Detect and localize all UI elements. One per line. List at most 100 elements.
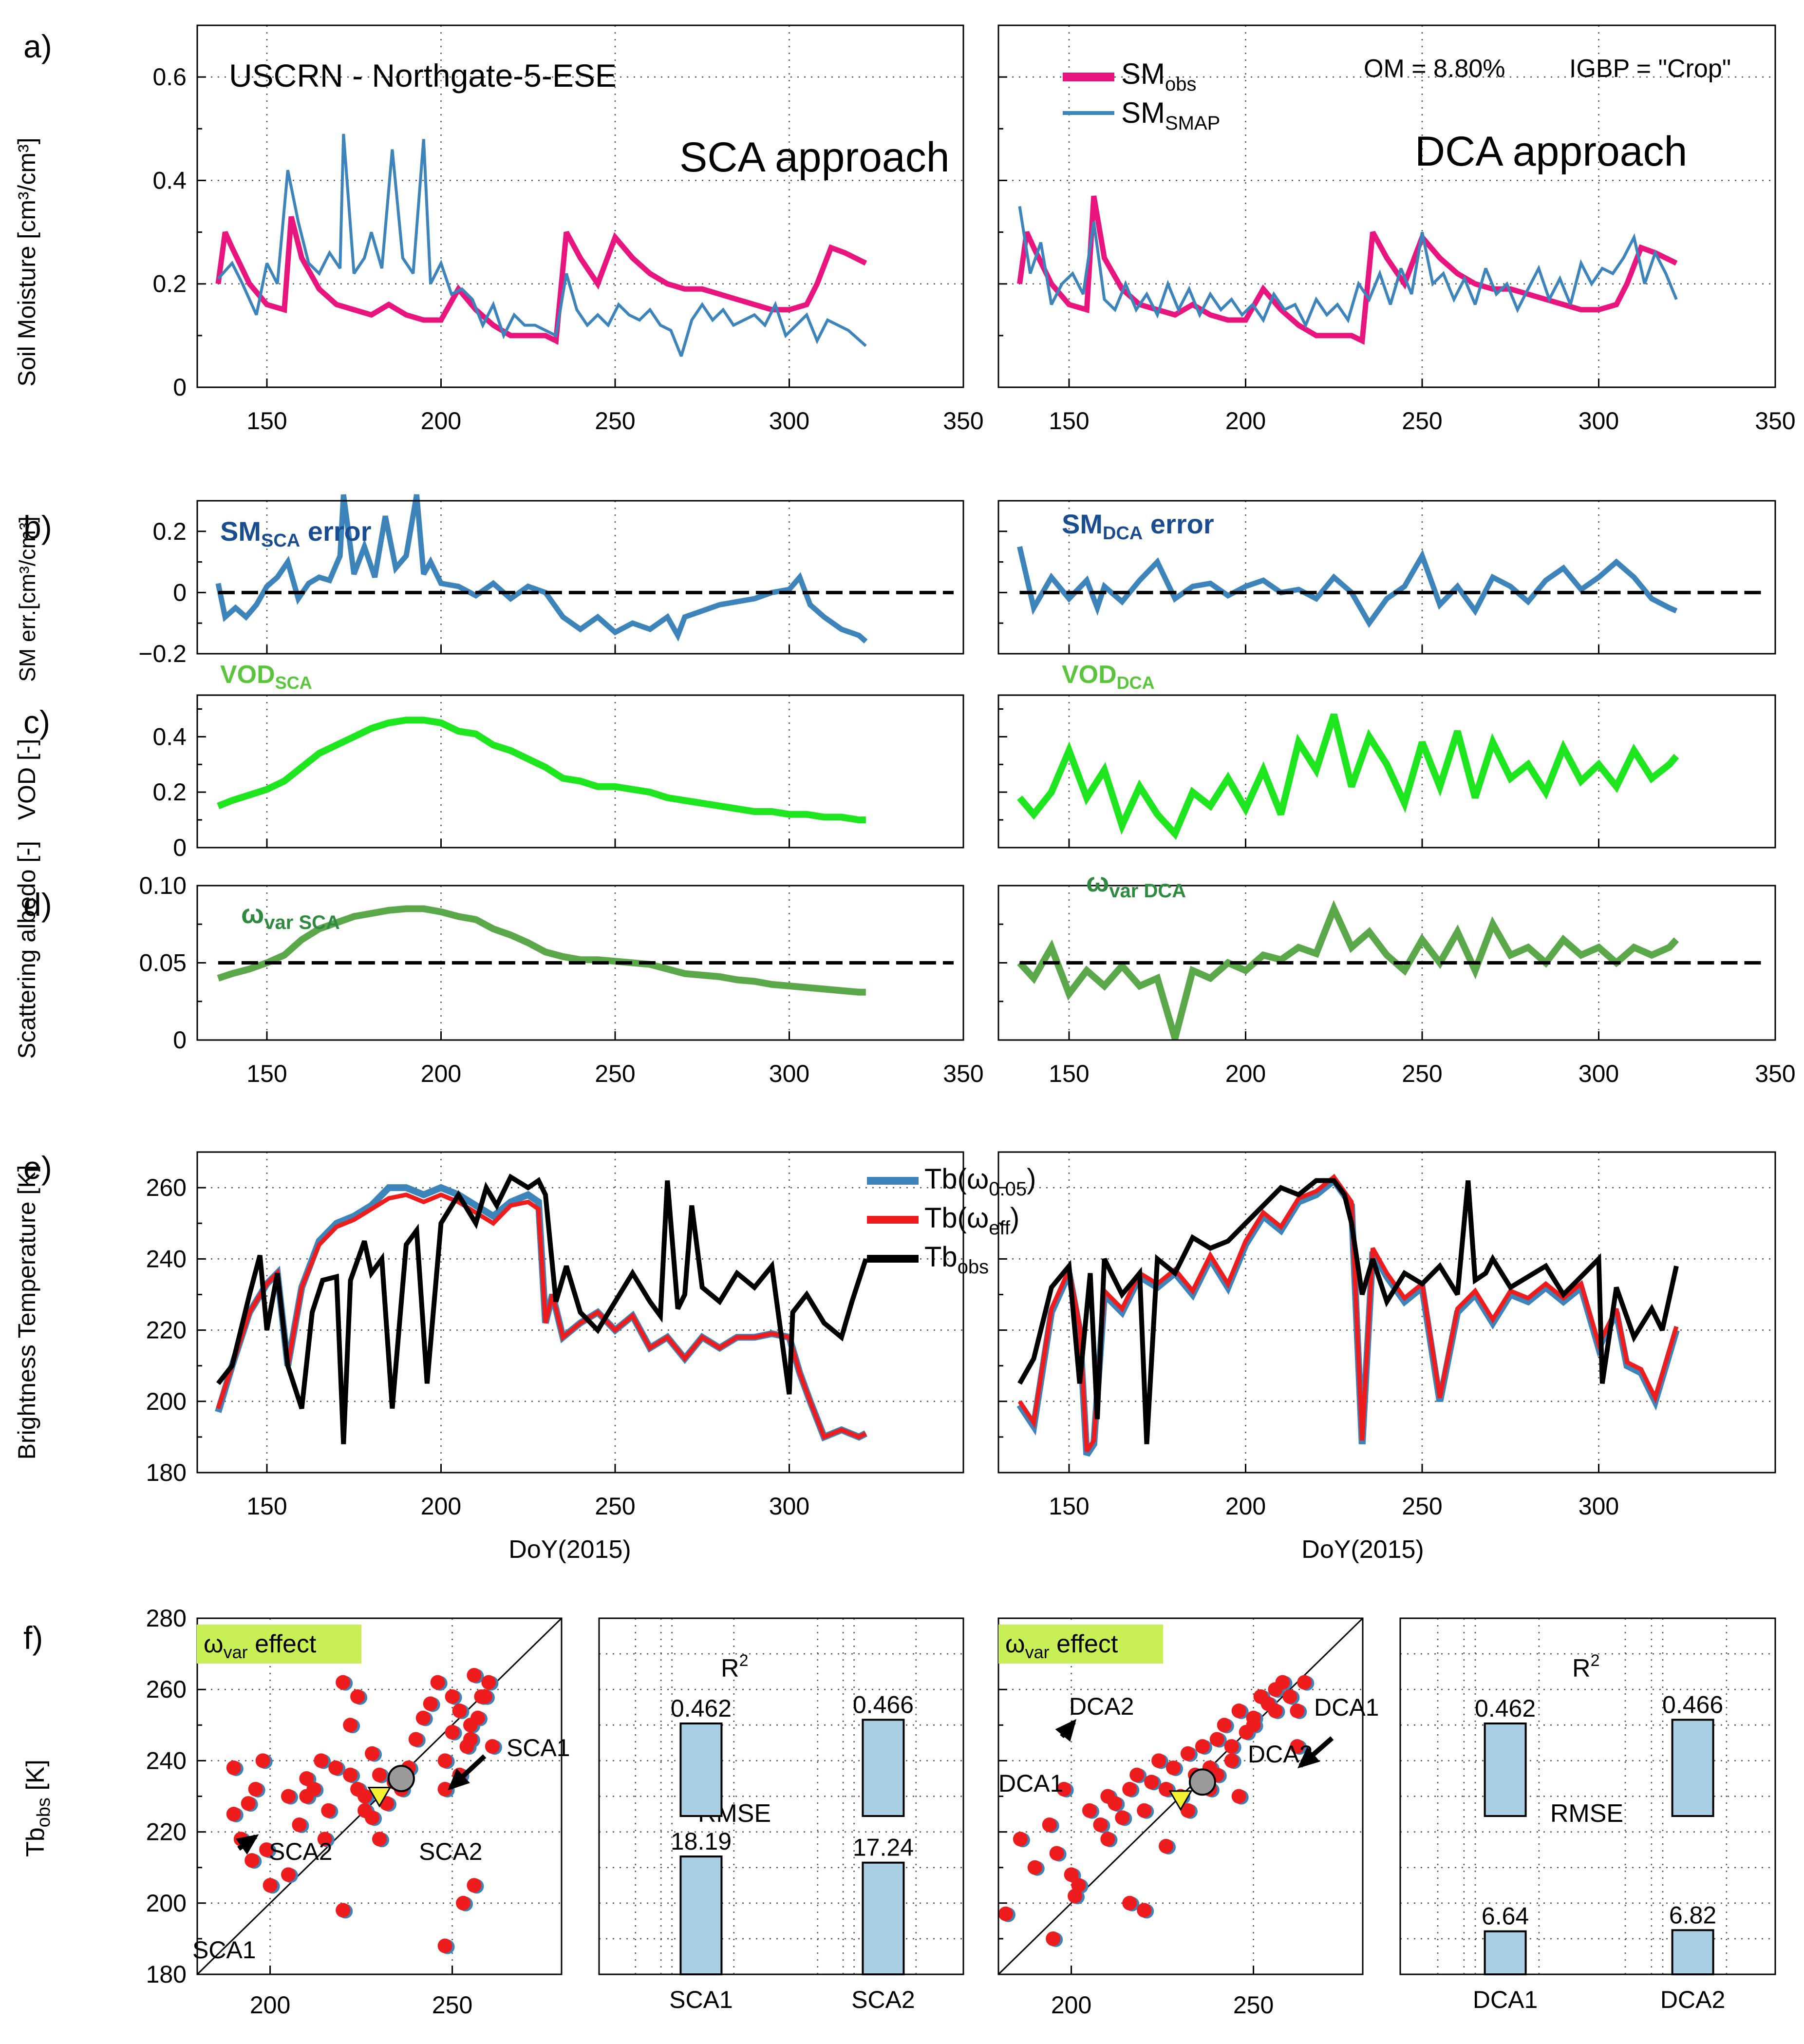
d_dca-xtick-label: 300 (1578, 1060, 1619, 1087)
f_sca-point-tbeff (292, 1817, 307, 1832)
e_dca-xtick-label: 200 (1225, 1493, 1266, 1520)
f-sca-rmse-bar (862, 1861, 905, 1976)
f_dca-point-tbeff (1166, 1760, 1181, 1776)
c_dca-vod-line (1017, 713, 1679, 840)
f_sca-point-tbeff (372, 1832, 387, 1847)
f_dca-point-tbeff (1246, 1718, 1261, 1733)
f_dca-point-tbeff (1282, 1689, 1297, 1704)
annot-sca1-left: SCA1 (192, 1936, 256, 1964)
a_dca-xtick-label: 200 (1225, 407, 1266, 435)
f_sca-point-tbeff (321, 1803, 336, 1818)
c_sca-ytick-label: 0.4 (152, 723, 187, 750)
e_sca-xtick-label: 200 (421, 1493, 461, 1520)
effect-label-left: ωvar effect (204, 1630, 317, 1662)
a_dca-xtick-label: 150 (1049, 407, 1089, 435)
f_dca-point-tbeff (1297, 1675, 1312, 1690)
ylabel-soil-moisture: Soil Moisture [cm³/cm³] (13, 137, 40, 386)
legend-tb-obs: Tbobs (924, 1241, 989, 1278)
f_dca-point-tbeff (1159, 1781, 1174, 1797)
d_sca-ytick-label: 0.05 (139, 949, 187, 977)
a_dca-sm-obs-line (1017, 195, 1678, 345)
a_dca-xtick-label: 350 (1755, 407, 1795, 435)
d_sca-albedo-line (217, 905, 866, 996)
f_sca-point-tbeff (452, 1703, 467, 1719)
f_sca-point-tbeff (343, 1718, 358, 1733)
f_dca-point-tbeff (998, 1906, 1013, 1921)
f_sca-point-tbeff (281, 1789, 296, 1804)
d_sca-xtick-label: 250 (595, 1060, 635, 1087)
legend-sm-obs: SMobs (1121, 57, 1197, 95)
f-sca-rmse-value: 18.19 (671, 1828, 732, 1855)
effect-box-left (197, 1625, 361, 1664)
f_sca-point-tbeff (248, 1781, 263, 1797)
f_sca-point-tbeff (423, 1696, 438, 1711)
label-omega-sca: ωvar SCA (241, 898, 340, 933)
ylabel-scattering-albedo: Scattering albedo [-] (13, 841, 40, 1059)
arrow-sca1-left-head (236, 1834, 259, 1855)
r2-title-dca: R2 (1572, 1651, 1599, 1683)
e_sca-tbeff-line (216, 1192, 867, 1440)
e_sca-ytick-label: 180 (146, 1459, 187, 1486)
f_sca-point-tbeff (244, 1853, 260, 1868)
c_sca-ytick-label: 0.2 (152, 778, 187, 806)
b_sca-ytick-label: −0.2 (138, 640, 187, 667)
annot-dca2-right: DCA2 (1248, 1741, 1313, 1768)
f_dca-point-tbeff (1231, 1703, 1246, 1719)
f_sca-point-tbeff (241, 1796, 256, 1811)
f_sca-point-tbeff (299, 1771, 314, 1786)
f-dca-rmse-bar (1484, 1930, 1527, 1975)
station-title: USCRN - Northgate-5-ESE (229, 57, 617, 94)
rmse-title-dca: RMSE (1550, 1799, 1623, 1828)
f_sca-point-tbeff (437, 1781, 452, 1797)
d_sca-ytick-label: 0 (173, 1026, 187, 1054)
e_dca-xtick-label: 250 (1402, 1493, 1442, 1520)
f_dca-point-tbeff (1027, 1860, 1042, 1875)
f_dca-point-tbeff (1231, 1789, 1246, 1804)
f-sca-rmse-value: 17.24 (853, 1834, 914, 1861)
e_dca-frame (997, 1151, 1776, 1474)
f-dca-r2-bar (1671, 1719, 1714, 1817)
f_sca-point-tbeff (485, 1739, 500, 1754)
a_dca-sm-smap-line (1018, 206, 1678, 329)
f-dca-r2-value: 0.466 (1662, 1691, 1723, 1718)
f_sca-point-tbeff (336, 1675, 351, 1690)
f_dca-point-tbeff (1137, 1903, 1152, 1918)
f_dca-point-tbeff (1122, 1895, 1137, 1911)
legend-tb-eff: Tb(ωeff) (924, 1202, 1019, 1239)
label-vod-dca: VODDCA (1062, 661, 1155, 693)
f_sca-point-tbeff (350, 1689, 365, 1704)
c_sca-frame (196, 694, 964, 849)
f_sca-point-tbeff (477, 1689, 492, 1704)
f-sca-r2-value: 0.462 (671, 1695, 732, 1722)
e_sca-xtick-label: 250 (595, 1493, 635, 1520)
a_sca-ytick-label: 0.6 (152, 63, 187, 91)
f-sca-r2-value: 0.466 (853, 1691, 914, 1718)
annot-sca2-left: SCA2 (269, 1838, 333, 1865)
f_sca-point-tbeff (430, 1675, 445, 1690)
f_dca-point-tbeff (1275, 1675, 1290, 1690)
f_dca-point-tbeff (1122, 1781, 1137, 1797)
f_sca-point-tbeff (481, 1675, 496, 1690)
f_dca-point-tbeff (1180, 1803, 1195, 1818)
f_dca-point-tbeff (1115, 1810, 1130, 1825)
e_sca-frame (196, 1151, 964, 1474)
f_dca-point-tbeff (1129, 1767, 1145, 1782)
f-dca-rmse-value: 6.64 (1482, 1903, 1529, 1930)
annot-sca1-right: SCA1 (507, 1734, 570, 1761)
a_sca-sm-smap-line (217, 133, 867, 357)
f-dca-category-label: DCA1 (1473, 1986, 1538, 2013)
f_sca-ytick-label: 240 (146, 1747, 187, 1774)
f-sca-rmse-bar (679, 1855, 723, 1975)
panel-label-e: e) (23, 1150, 52, 1186)
d_dca-xtick-label: 350 (1755, 1060, 1795, 1087)
effect-label-right: ωvar effect (1005, 1630, 1118, 1662)
f_dca-point-tbeff (1068, 1889, 1083, 1904)
d_dca-xtick-label: 250 (1402, 1060, 1442, 1087)
a_sca-sm-obs-line (215, 216, 867, 345)
f-sca-category-label: SCA2 (851, 1986, 915, 2013)
f_sca-point-tbeff (259, 1842, 274, 1857)
a_sca-xtick-label: 350 (943, 407, 983, 435)
f_dca-point-tbeff (1144, 1775, 1159, 1790)
f_dca-point-tbeff (1046, 1931, 1061, 1946)
f_sca-point-tbeff (255, 1753, 270, 1768)
